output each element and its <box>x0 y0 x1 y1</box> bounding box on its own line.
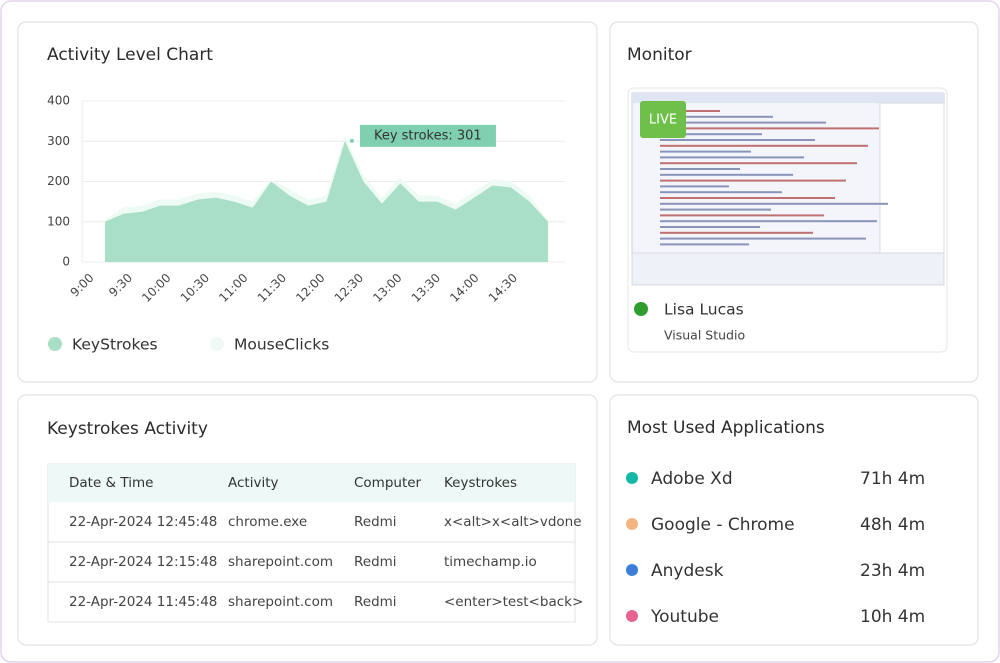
y-tick-label: 200 <box>47 174 70 188</box>
app-name: Youtube <box>650 607 719 627</box>
table-cell: chrome.exe <box>228 514 307 530</box>
code-line <box>660 173 793 176</box>
table-header-cell: Keystrokes <box>444 475 517 491</box>
code-line <box>660 110 720 112</box>
code-line <box>660 226 760 228</box>
legend-label: KeyStrokes <box>72 336 158 354</box>
screen-toolbar <box>632 93 944 103</box>
code-line <box>660 162 857 165</box>
table-header-cell: Date & Time <box>69 475 153 491</box>
code-lines <box>660 110 888 246</box>
app-dot <box>626 472 638 484</box>
monitor-title: Monitor <box>627 45 692 65</box>
live-text: LIVE <box>649 113 677 128</box>
y-tick-label: 0 <box>62 255 70 269</box>
app-name: Adobe Xd <box>651 469 733 489</box>
apps-title: Most Used Applications <box>627 418 825 438</box>
table-header-cell: Computer <box>354 475 422 491</box>
apps-card <box>609 394 979 646</box>
code-line <box>660 139 815 141</box>
table-cell: x<alt>x<alt>vdone <box>444 514 582 530</box>
status-dot <box>634 302 648 316</box>
table-cell: sharepoint.com <box>228 554 333 570</box>
keystrokes-title: Keystrokes Activity <box>47 419 208 439</box>
table-header <box>48 464 575 502</box>
table-cell: Redmi <box>354 554 397 570</box>
table-cell: 22-Apr-2024 11:45:48 <box>69 594 217 610</box>
app-time: 23h 4m <box>860 561 925 581</box>
code-line <box>660 220 877 223</box>
table-cell: 22-Apr-2024 12:45:48 <box>69 514 217 530</box>
screen-sidebar <box>879 102 945 254</box>
code-line <box>660 144 868 147</box>
chart-title: Activity Level Chart <box>47 45 213 65</box>
app-time: 48h 4m <box>860 515 925 535</box>
app-dot <box>626 564 638 576</box>
tooltip-text: Key strokes: 301 <box>374 128 482 143</box>
code-line <box>660 115 773 118</box>
code-line <box>660 208 771 211</box>
code-line <box>660 202 888 205</box>
code-line <box>660 237 866 240</box>
table-cell: Redmi <box>354 514 397 530</box>
screen-output <box>631 252 945 286</box>
code-line <box>660 156 804 159</box>
y-tick-label: 100 <box>47 214 70 228</box>
legend-label: MouseClicks <box>234 336 329 354</box>
live-badge <box>640 101 686 138</box>
code-line <box>660 185 729 188</box>
code-line <box>660 150 751 153</box>
area <box>105 140 548 262</box>
app-name: Google - Chrome <box>651 515 795 535</box>
user-app: Visual Studio <box>664 328 745 343</box>
code-line <box>660 243 749 246</box>
table-header-cell: Activity <box>228 475 279 491</box>
code-line <box>660 231 813 234</box>
code-line <box>660 121 826 124</box>
table-cell: <enter>test<back> <box>444 594 583 610</box>
table-cell: timechamp.io <box>444 554 537 570</box>
legend-swatch <box>48 337 62 351</box>
app-dot <box>626 610 638 622</box>
code-line <box>660 179 846 182</box>
table-cell: sharepoint.com <box>228 594 333 610</box>
code-line <box>660 197 835 199</box>
app-dot <box>626 518 638 530</box>
code-line <box>660 214 824 217</box>
table-cell: 22-Apr-2024 12:15:48 <box>69 554 217 570</box>
app-name: Anydesk <box>651 561 724 581</box>
tooltip <box>359 124 496 147</box>
table-cell: Redmi <box>354 594 397 610</box>
y-tick-label: 400 <box>47 94 70 108</box>
code-line <box>660 168 740 170</box>
code-line <box>660 191 782 194</box>
app-time: 71h 4m <box>860 469 925 489</box>
code-line <box>660 127 879 130</box>
legend-swatch <box>210 337 224 351</box>
code-line <box>660 133 762 136</box>
peak-dot <box>349 138 354 143</box>
y-tick-label: 300 <box>47 134 70 148</box>
user-name: Lisa Lucas <box>664 301 744 319</box>
app-time: 10h 4m <box>860 607 925 627</box>
